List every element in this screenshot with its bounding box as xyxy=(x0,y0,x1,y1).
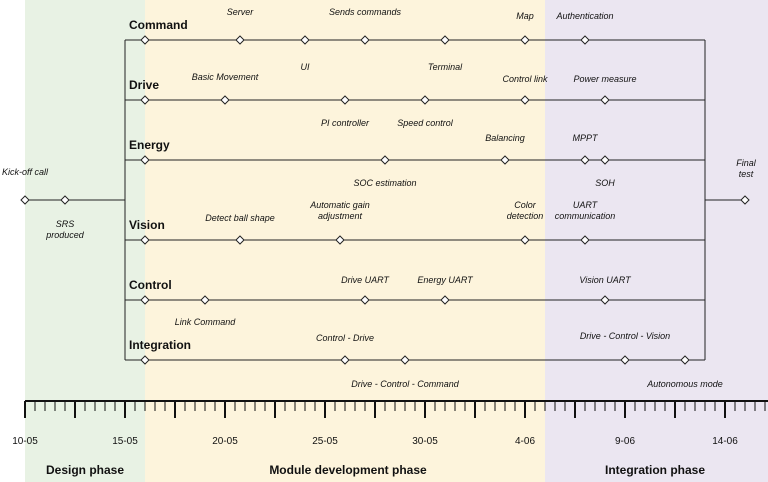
milestone-label-3-1: adjustment xyxy=(318,211,363,221)
milestone-marker-0-1 xyxy=(300,35,310,45)
phase-name-2: Integration phase xyxy=(605,463,705,477)
milestone-label-5-0: Control - Drive xyxy=(316,333,374,343)
milestone-marker-1-2 xyxy=(420,95,430,105)
milestone-marker-0-2 xyxy=(360,35,370,45)
milestone-marker-3-1 xyxy=(335,235,345,245)
milestone-label-0-3: Terminal xyxy=(428,62,463,72)
milestone-label-5-1: Drive - Control - Command xyxy=(351,379,460,389)
milestone-marker-4-1 xyxy=(360,295,370,305)
milestone-label-5-2: Drive - Control - Vision xyxy=(580,331,670,341)
track-start-marker-1 xyxy=(140,95,150,105)
track-start-marker-3 xyxy=(140,235,150,245)
srs-label: SRS xyxy=(56,219,75,229)
milestone-label-2-1: Balancing xyxy=(485,133,525,143)
milestone-label-1-1: PI controller xyxy=(321,118,370,128)
milestone-label-3-1: Automatic gain xyxy=(309,200,370,210)
track-start-marker-2 xyxy=(140,155,150,165)
milestone-marker-4-2 xyxy=(440,295,450,305)
milestone-marker-4-3 xyxy=(600,295,610,305)
milestone-marker-0-3 xyxy=(440,35,450,45)
axis-tick-label-0: 10-05 xyxy=(12,436,38,447)
milestone-marker-2-3 xyxy=(600,155,610,165)
milestone-label-4-3: Vision UART xyxy=(579,275,632,285)
phase-name-0: Design phase xyxy=(46,463,124,477)
axis-tick-label-7: 14-06 xyxy=(712,436,738,447)
milestone-label-3-2: Color xyxy=(514,200,537,210)
axis-tick-label-4: 30-05 xyxy=(412,436,438,447)
milestone-label-5-3: Autonomous mode xyxy=(646,379,723,389)
axis-tick-label-6: 9-06 xyxy=(615,436,635,447)
kickoff-label: Kick-off call xyxy=(2,167,49,177)
final-test-milestone-marker xyxy=(740,195,750,205)
milestone-marker-1-0 xyxy=(220,95,230,105)
srs-label: produced xyxy=(45,230,85,240)
milestone-marker-2-0 xyxy=(380,155,390,165)
milestone-label-0-4: Map xyxy=(516,11,534,21)
axis-tick-label-3: 25-05 xyxy=(312,436,338,447)
milestone-label-2-0: SOC estimation xyxy=(353,178,416,188)
milestone-label-0-2: Sends commands xyxy=(329,7,402,17)
track-start-marker-0 xyxy=(140,35,150,45)
final-test-label: test xyxy=(739,169,754,179)
milestone-label-1-4: Power measure xyxy=(573,74,636,84)
milestone-marker-5-0 xyxy=(340,355,350,365)
milestone-label-2-3: SOH xyxy=(595,178,615,188)
milestone-marker-0-4 xyxy=(520,35,530,45)
track-title-3: Vision xyxy=(129,218,165,232)
final-test-label: Final xyxy=(736,158,757,168)
milestone-marker-1-1 xyxy=(340,95,350,105)
track-title-0: Command xyxy=(129,18,188,32)
milestone-label-4-0: Link Command xyxy=(175,317,237,327)
milestone-marker-3-2 xyxy=(520,235,530,245)
kickoff-milestone-marker xyxy=(20,195,30,205)
milestone-marker-1-4 xyxy=(600,95,610,105)
milestone-label-0-5: Authentication xyxy=(555,11,613,21)
milestone-label-4-2: Energy UART xyxy=(417,275,474,285)
axis-tick-label-5: 4-06 xyxy=(515,436,535,447)
milestone-marker-2-2 xyxy=(580,155,590,165)
milestone-label-4-1: Drive UART xyxy=(341,275,390,285)
milestone-label-2-2: MPPT xyxy=(572,133,599,143)
track-start-marker-5 xyxy=(140,355,150,365)
milestone-marker-4-0 xyxy=(200,295,210,305)
milestone-marker-5-2 xyxy=(620,355,630,365)
axis-tick-label-2: 20-05 xyxy=(212,436,238,447)
milestone-label-3-3: UART xyxy=(573,200,599,210)
axis-tick-label-1: 15-05 xyxy=(112,436,138,447)
srs-milestone-marker xyxy=(60,195,70,205)
milestone-label-3-2: detection xyxy=(507,211,544,221)
milestone-label-0-0: Server xyxy=(227,7,255,17)
phase-name-1: Module development phase xyxy=(269,463,427,477)
milestone-marker-0-0 xyxy=(235,35,245,45)
track-title-1: Drive xyxy=(129,78,159,92)
milestone-marker-1-3 xyxy=(520,95,530,105)
track-title-5: Integration xyxy=(129,338,191,352)
milestone-label-3-3: communication xyxy=(555,211,616,221)
milestone-label-1-3: Control link xyxy=(502,74,548,84)
milestone-label-1-2: Speed control xyxy=(397,118,454,128)
milestone-marker-5-1 xyxy=(400,355,410,365)
milestone-marker-5-3 xyxy=(680,355,690,365)
milestone-label-0-1: UI xyxy=(301,62,310,72)
milestone-marker-3-3 xyxy=(580,235,590,245)
track-start-marker-4 xyxy=(140,295,150,305)
milestone-label-1-0: Basic Movement xyxy=(192,72,259,82)
milestone-label-3-0: Detect ball shape xyxy=(205,213,275,223)
milestone-marker-3-0 xyxy=(235,235,245,245)
milestone-marker-2-1 xyxy=(500,155,510,165)
track-title-2: Energy xyxy=(129,138,170,152)
track-title-4: Control xyxy=(129,278,172,292)
milestone-marker-0-5 xyxy=(580,35,590,45)
